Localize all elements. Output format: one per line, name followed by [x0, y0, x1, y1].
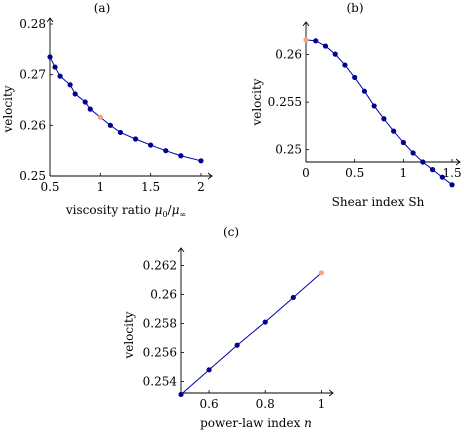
- chart-b-data-point: [313, 38, 319, 44]
- chart-b-ticks: 0 0.5 1 1.5 0.25 0.255 0.26: [268, 22, 462, 180]
- chart-a-data-point: [67, 82, 73, 88]
- chart-b-data-point: [342, 62, 348, 68]
- chart-b-data-point: [439, 174, 445, 180]
- chart-c-data-point: [234, 342, 240, 348]
- chart-a-data-point: [72, 91, 78, 97]
- chart-a-data-point: [47, 54, 53, 60]
- chart-c-x-tick-label: 0.6: [200, 397, 219, 411]
- chart-c-data-point: [290, 294, 296, 301]
- chart-a-data-point: [178, 153, 184, 159]
- chart-a-y-tick-label: 0.25: [19, 169, 46, 183]
- chart-a-data-point: [107, 122, 113, 128]
- chart-c-highlight-point: [318, 270, 324, 276]
- chart-c-series-line: [180, 272, 322, 395]
- chart-b-y-tick-label: 0.25: [275, 143, 302, 157]
- chart-b-y-tick-label: 0.26: [275, 48, 302, 62]
- chart-c: (c) 0.6 0.8 1 0.254 0.256 0.258 0.26 0.262 velo…: [122, 225, 333, 430]
- chart-b-data-point: [352, 74, 358, 81]
- chart-a-y-tick-label: 0.28: [19, 17, 46, 31]
- chart-b-data-point: [361, 88, 368, 94]
- chart-a-highlight-point: [97, 114, 103, 120]
- chart-b-data-point: [429, 167, 436, 173]
- chart-a-plot: [47, 54, 204, 164]
- chart-b-data-point: [371, 103, 377, 109]
- chart-a-data-point: [52, 64, 58, 70]
- chart-a-x-tick-label: 0.5: [40, 180, 59, 194]
- chart-a-data-point: [148, 142, 154, 148]
- chart-a-x-tick-label: 2: [197, 180, 205, 194]
- chart-b-x-tick-label: 1: [400, 166, 408, 180]
- chart-b-x-tick-label: 1.5: [443, 166, 462, 180]
- chart-b-plot: [303, 37, 455, 188]
- chart-a-data-point: [198, 158, 204, 164]
- chart-b-ylabel: velocity: [250, 78, 264, 126]
- chart-b-title: (b): [346, 1, 363, 15]
- chart-b-y-tick-label: 0.255: [268, 95, 302, 109]
- chart-c-y-tick-label: 0.254: [143, 374, 178, 388]
- chart-b-highlight-point: [303, 37, 309, 43]
- chart-c-ylabel: velocity: [122, 311, 136, 359]
- chart-a-data-point: [57, 73, 63, 79]
- chart-c-y-tick-label: 0.26: [150, 288, 177, 302]
- chart-a-data-point: [82, 99, 88, 105]
- chart-b: (b) 0 0.5 1 1.5 0.25 0.255 0.26 velocity Shear…: [250, 1, 462, 209]
- chart-b-data-point: [381, 116, 387, 122]
- chart-c-xlabel: power-law index n: [200, 416, 312, 430]
- chart-a-data-point: [163, 148, 169, 154]
- chart-b-x-tick-label: 0.5: [345, 166, 364, 180]
- chart-a-data-point: [117, 129, 124, 136]
- chart-c-data-point: [178, 391, 184, 398]
- chart-a-data-point: [87, 106, 93, 112]
- chart-c-data-point: [262, 319, 268, 325]
- chart-a-data-point: [132, 136, 139, 142]
- chart-c-x-tick-label: 1: [318, 397, 326, 411]
- chart-c-y-tick-label: 0.258: [143, 317, 177, 331]
- chart-c-x-tick-label: 0.8: [256, 397, 275, 411]
- chart-c-plot: [178, 270, 324, 398]
- chart-b-xlabel: Shear index Sh: [332, 195, 425, 209]
- chart-a-y-tick-label: 0.26: [19, 118, 46, 132]
- chart-c-y-tick-label: 0.262: [143, 259, 177, 273]
- chart-c-y-tick-label: 0.256: [143, 345, 177, 359]
- chart-b-data-point: [322, 43, 329, 49]
- chart-b-data-point: [391, 128, 397, 134]
- chart-c-ticks: 0.6 0.8 1 0.254 0.256 0.258 0.26 0.262: [143, 248, 333, 411]
- chart-b-data-point: [449, 182, 455, 188]
- chart-b-data-point: [332, 51, 338, 57]
- chart-a-series-line: [49, 56, 202, 162]
- chart-a-x-tick-label: 1.5: [141, 180, 160, 194]
- chart-b-series-line: [305, 39, 453, 186]
- chart-a-title: (a): [94, 1, 111, 15]
- chart-c-title: (c): [223, 225, 239, 239]
- chart-a-y-tick-label: 0.27: [19, 68, 46, 82]
- chart-a: (a) 0.5 1 1.5 2 0.25 0.26 0.27 0.28 velocity vi…: [1, 1, 212, 219]
- chart-a-ylabel: velocity: [1, 85, 15, 133]
- chart-a-xlabel: viscosity ratio μ0/μ∞: [65, 203, 186, 219]
- chart-a-ticks: 0.5 1 1.5 2 0.25 0.26 0.27 0.28: [19, 17, 212, 194]
- chart-c-data-point: [206, 367, 212, 373]
- chart-b-data-point: [400, 139, 406, 146]
- chart-a-x-tick-label: 1: [97, 180, 105, 194]
- chart-b-x-tick-label: 0: [302, 166, 310, 180]
- chart-b-data-point: [420, 159, 426, 165]
- chart-b-data-point: [410, 150, 416, 156]
